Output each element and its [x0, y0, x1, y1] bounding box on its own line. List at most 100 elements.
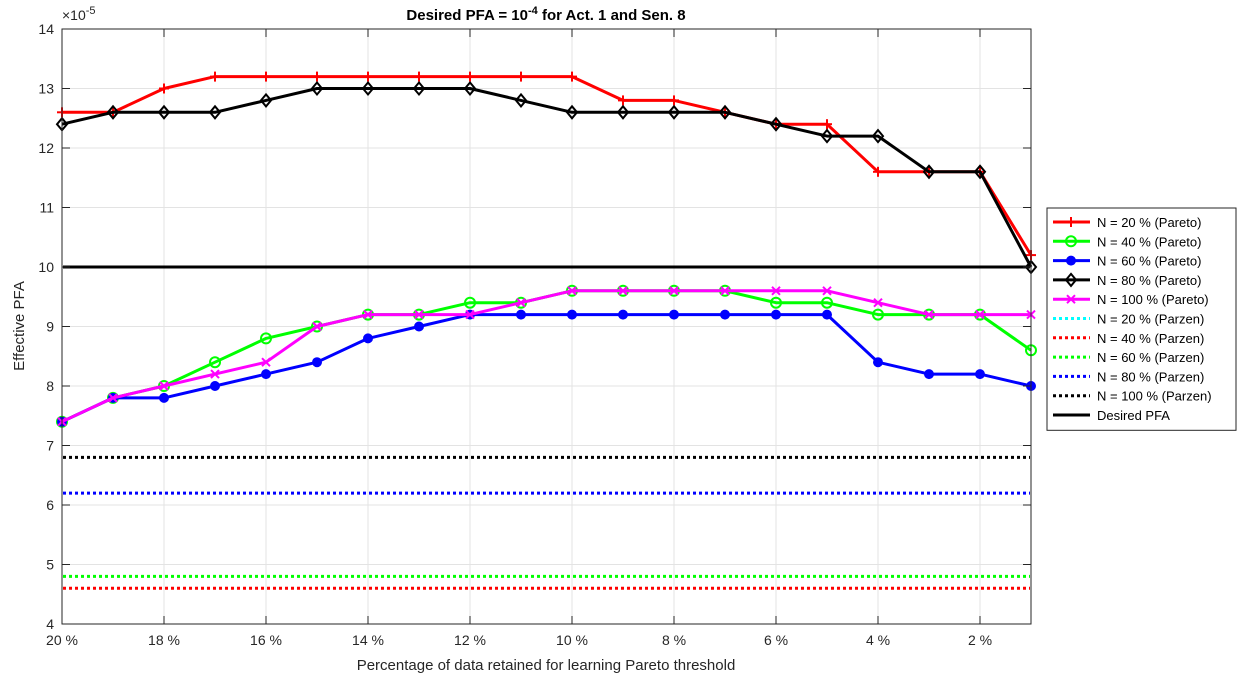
- x-tick-label: 4 %: [866, 632, 890, 648]
- dot-marker: [975, 369, 985, 380]
- x-marker: [1066, 294, 1076, 304]
- chart-title-main: Desired PFA = 10: [406, 7, 528, 24]
- x-marker: [465, 309, 475, 320]
- legend-entry: Desired PFA: [1053, 408, 1170, 423]
- series-path: [61, 313, 1032, 424]
- y-tick-label: 13: [38, 81, 54, 97]
- diamond-marker: [769, 116, 783, 132]
- circle-marker: [260, 332, 272, 345]
- dot-marker: [720, 309, 730, 320]
- legend-entry: N = 100 % (Pareto): [1053, 292, 1209, 307]
- dot-marker: [567, 309, 577, 320]
- x-tick-label: 16 %: [250, 632, 282, 648]
- x-tick-label: 8 %: [662, 632, 686, 648]
- y-tick-label: 5: [46, 557, 54, 573]
- plus-marker: [363, 71, 373, 82]
- legend-entry: N = 40 % (Pareto): [1053, 234, 1201, 249]
- dot-marker: [822, 309, 832, 320]
- legend-entry: N = 100 % (Parzen): [1053, 389, 1212, 404]
- y-tick-label: 9: [46, 319, 54, 335]
- series-line: [55, 80, 1038, 275]
- dot-marker: [669, 309, 679, 320]
- diamond-marker: [616, 104, 630, 120]
- diamond-marker: [718, 104, 732, 120]
- dot-marker: [312, 357, 322, 368]
- series-line: [57, 309, 1036, 427]
- series-line: [57, 286, 1036, 427]
- legend-label: N = 20 % (Pareto): [1097, 215, 1201, 230]
- series-path: [62, 75, 1033, 256]
- x-marker: [924, 309, 934, 320]
- legend-entry: N = 20 % (Pareto): [1053, 215, 1201, 230]
- x-marker: [159, 381, 169, 391]
- legend: N = 20 % (Pareto) N = 40 % (Pareto) N = 60…: [1046, 207, 1237, 431]
- x-marker: [261, 357, 271, 367]
- legend-label: N = 100 % (Parzen): [1097, 389, 1212, 404]
- diamond-marker: [565, 104, 579, 120]
- x-marker: [873, 297, 883, 308]
- legend-label: N = 40 % (Pareto): [1097, 234, 1201, 249]
- dot-marker: [924, 369, 934, 380]
- x-marker: [567, 286, 577, 296]
- dot-marker: [618, 309, 628, 320]
- legend-label: N = 80 % (Pareto): [1097, 273, 1201, 288]
- plus-marker: [312, 71, 322, 82]
- plus-marker: [261, 71, 271, 82]
- y-tick-label: 6: [46, 497, 54, 513]
- dot-marker: [516, 309, 526, 320]
- dot-marker: [1066, 255, 1076, 266]
- legend-entry: N = 40 % (Parzen): [1053, 331, 1204, 346]
- dot-marker: [771, 309, 781, 320]
- dot-marker: [363, 333, 373, 344]
- legend-label: Desired PFA: [1097, 408, 1170, 423]
- circle-marker: [872, 308, 884, 321]
- x-marker: [312, 321, 322, 332]
- x-marker: [618, 286, 628, 296]
- y-tick-label: 4: [46, 616, 54, 632]
- circle-marker: [821, 296, 833, 309]
- series-lines: [55, 71, 1038, 428]
- plus-marker: [567, 71, 577, 82]
- x-marker: [669, 286, 679, 296]
- series-line: [57, 71, 1036, 261]
- plus-marker: [618, 95, 628, 106]
- series-path: [61, 289, 1031, 424]
- y-tick-label: 14: [38, 21, 54, 37]
- y-multiplier-base: ×10: [62, 7, 86, 23]
- y-tick-label: 10: [38, 259, 54, 275]
- chart-title-suffix: for Act. 1 and Sen. 8: [538, 7, 686, 24]
- circle-marker: [1065, 235, 1077, 248]
- diamond-marker: [412, 80, 426, 97]
- y-tick-label: 12: [38, 140, 54, 156]
- x-tick-label: 10 %: [556, 632, 588, 648]
- series-path: [61, 87, 1033, 268]
- x-tick-label: 2 %: [968, 632, 992, 648]
- dot-marker: [414, 321, 424, 332]
- x-marker: [771, 286, 781, 296]
- diamond-marker: [667, 104, 681, 120]
- diamond-marker: [310, 80, 324, 97]
- grid: [61, 28, 1031, 625]
- diamond-marker: [463, 80, 477, 97]
- plus-marker: [465, 71, 475, 82]
- x-tick-label: 12 %: [454, 632, 486, 648]
- dot-marker: [261, 369, 271, 380]
- legend-label: N = 20 % (Parzen): [1097, 312, 1204, 327]
- plus-marker: [159, 83, 169, 94]
- diamond-marker: [922, 164, 936, 180]
- x-marker: [516, 297, 526, 308]
- x-tick-label: 6 %: [764, 632, 788, 648]
- axis-ticks: 20 % 18 % 16 % 14 % 12 % 10 % 8 % 6 % 4 % 2 % 4 5 6 7…: [38, 21, 1031, 648]
- plus-marker: [516, 71, 526, 82]
- diamond-marker: [208, 104, 222, 120]
- legend-entry: N = 20 % (Parzen): [1053, 312, 1204, 327]
- dot-marker: [873, 357, 883, 368]
- y-axis-label: Effective PFA: [11, 281, 28, 371]
- legend-entry: N = 60 % (Pareto): [1053, 254, 1201, 269]
- dot-marker: [159, 392, 169, 403]
- circle-marker: [464, 296, 476, 309]
- x-marker: [414, 309, 424, 320]
- y-multiplier: ×10-5: [62, 5, 96, 23]
- chart-title-exponent: -4: [528, 5, 539, 17]
